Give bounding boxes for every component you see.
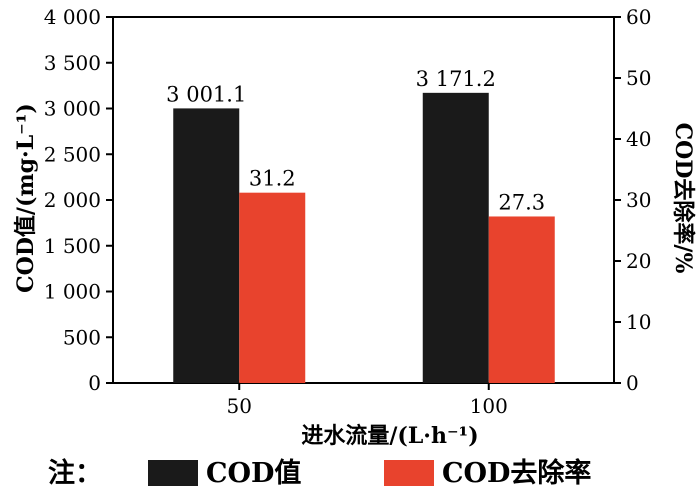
- cod-value-label: 3 001.1: [166, 82, 246, 106]
- left-tick-label: 2 000: [44, 188, 101, 212]
- left-tick-label: 1 000: [44, 280, 101, 304]
- cod-value-label: 3 171.2: [416, 67, 496, 91]
- cod-value-bar: [422, 92, 489, 383]
- left-axis-title: COD值/(mg·L⁻¹): [13, 103, 39, 293]
- left-tick-label: 4 000: [44, 5, 101, 29]
- x-tick-label: 100: [470, 394, 508, 418]
- x-axis-title: 进水流量/(L·h⁻¹): [301, 423, 478, 449]
- right-tick-label: 50: [626, 66, 651, 90]
- left-tick-label: 500: [63, 325, 101, 349]
- right-tick-label: 30: [626, 188, 651, 212]
- cod-removal-label: 31.2: [249, 167, 296, 191]
- data-labels: 3 001.1 3 171.2 31.2 27.3: [166, 67, 545, 215]
- right-tick-label: 60: [626, 5, 651, 29]
- x-tick-label: 50: [227, 394, 252, 418]
- legend-swatch: [148, 460, 198, 486]
- left-tick-label: 1 500: [44, 234, 101, 258]
- cod-removal-bar: [239, 192, 306, 383]
- legend-label: COD去除率: [442, 457, 591, 489]
- legend-label: COD值: [206, 458, 301, 489]
- right-tick-label: 20: [626, 249, 651, 273]
- left-axis-ticks: 0 500 1 000 1 500 2 000 2 500 3 000 3 500 4 000: [44, 5, 113, 395]
- legend-swatch: [384, 460, 434, 486]
- cod-removal-bar: [488, 216, 555, 383]
- left-tick-label: 2 500: [44, 142, 101, 166]
- x-axis-ticks: 50 100: [227, 383, 508, 418]
- left-tick-label: 3 500: [44, 51, 101, 75]
- bars: [173, 92, 555, 383]
- right-tick-label: 0: [626, 371, 639, 395]
- right-axis-ticks: 0 10 20 30 40 50 60: [614, 5, 651, 395]
- right-tick-label: 40: [626, 127, 651, 151]
- left-tick-label: 0: [88, 371, 101, 395]
- legend: 注： COD值 COD去除率: [48, 457, 591, 489]
- right-axis-title: COD去除率/%: [670, 123, 696, 274]
- cod-value-bar: [173, 108, 240, 383]
- right-tick-label: 10: [626, 310, 651, 334]
- legend-prefix: 注：: [48, 457, 102, 489]
- cod-removal-label: 27.3: [498, 190, 545, 214]
- left-tick-label: 3 000: [44, 97, 101, 121]
